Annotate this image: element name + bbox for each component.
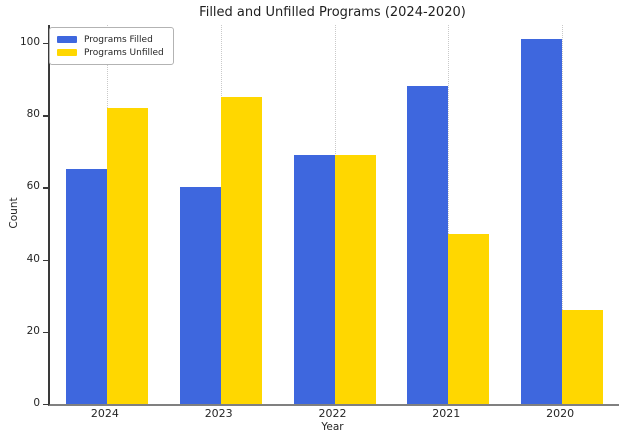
x-axis-label: Year bbox=[321, 421, 344, 433]
bar-programs-filled-2022 bbox=[293, 154, 335, 404]
legend-label: Programs Unfilled bbox=[84, 47, 164, 58]
gridline bbox=[448, 25, 450, 404]
bar-programs-filled-2020 bbox=[521, 39, 563, 404]
legend-item: Programs Filled bbox=[57, 33, 164, 46]
y-tick-label: 100 bbox=[19, 36, 40, 48]
chart-title: Filled and Unfilled Programs (2024-2020) bbox=[199, 5, 466, 20]
y-tick-label: 80 bbox=[26, 108, 40, 121]
bar-programs-filled-2024 bbox=[65, 169, 107, 404]
legend-item: Programs Unfilled bbox=[57, 46, 164, 59]
x-tick-label: 2021 bbox=[432, 407, 461, 420]
y-tick-mark bbox=[43, 115, 48, 117]
x-tick-label: 2022 bbox=[318, 407, 347, 420]
gridline bbox=[562, 25, 564, 404]
bar-programs-filled-2023 bbox=[179, 187, 221, 404]
y-tick-mark bbox=[43, 331, 48, 334]
bar-programs-unfilled-2020 bbox=[562, 310, 604, 404]
bar-programs-filled-2021 bbox=[407, 86, 449, 404]
x-tick-label: 2023 bbox=[204, 407, 233, 420]
y-tick-label: 0 bbox=[33, 397, 40, 409]
bar-programs-unfilled-2022 bbox=[334, 154, 376, 404]
x-tick-label: 2024 bbox=[90, 407, 119, 420]
y-tick-label: 40 bbox=[26, 252, 40, 265]
y-tick-label: 20 bbox=[26, 324, 40, 337]
y-tick-label: 60 bbox=[26, 180, 40, 193]
legend-swatch-unfilled-icon bbox=[57, 49, 77, 56]
y-tick-mark bbox=[43, 404, 48, 406]
bar-programs-unfilled-2023 bbox=[220, 97, 262, 404]
bar-programs-unfilled-2024 bbox=[106, 108, 148, 404]
y-tick-mark bbox=[43, 187, 48, 189]
y-axis-label: Count bbox=[8, 197, 20, 229]
legend: Programs Filled Programs Unfilled bbox=[49, 27, 174, 65]
plot-area bbox=[48, 25, 619, 406]
bar-programs-unfilled-2021 bbox=[448, 234, 490, 404]
y-tick-mark bbox=[43, 259, 48, 261]
x-tick-label: 2020 bbox=[546, 407, 575, 420]
y-tick-mark bbox=[43, 43, 48, 45]
legend-label: Programs Filled bbox=[84, 34, 153, 45]
legend-swatch-filled-icon bbox=[57, 36, 77, 43]
